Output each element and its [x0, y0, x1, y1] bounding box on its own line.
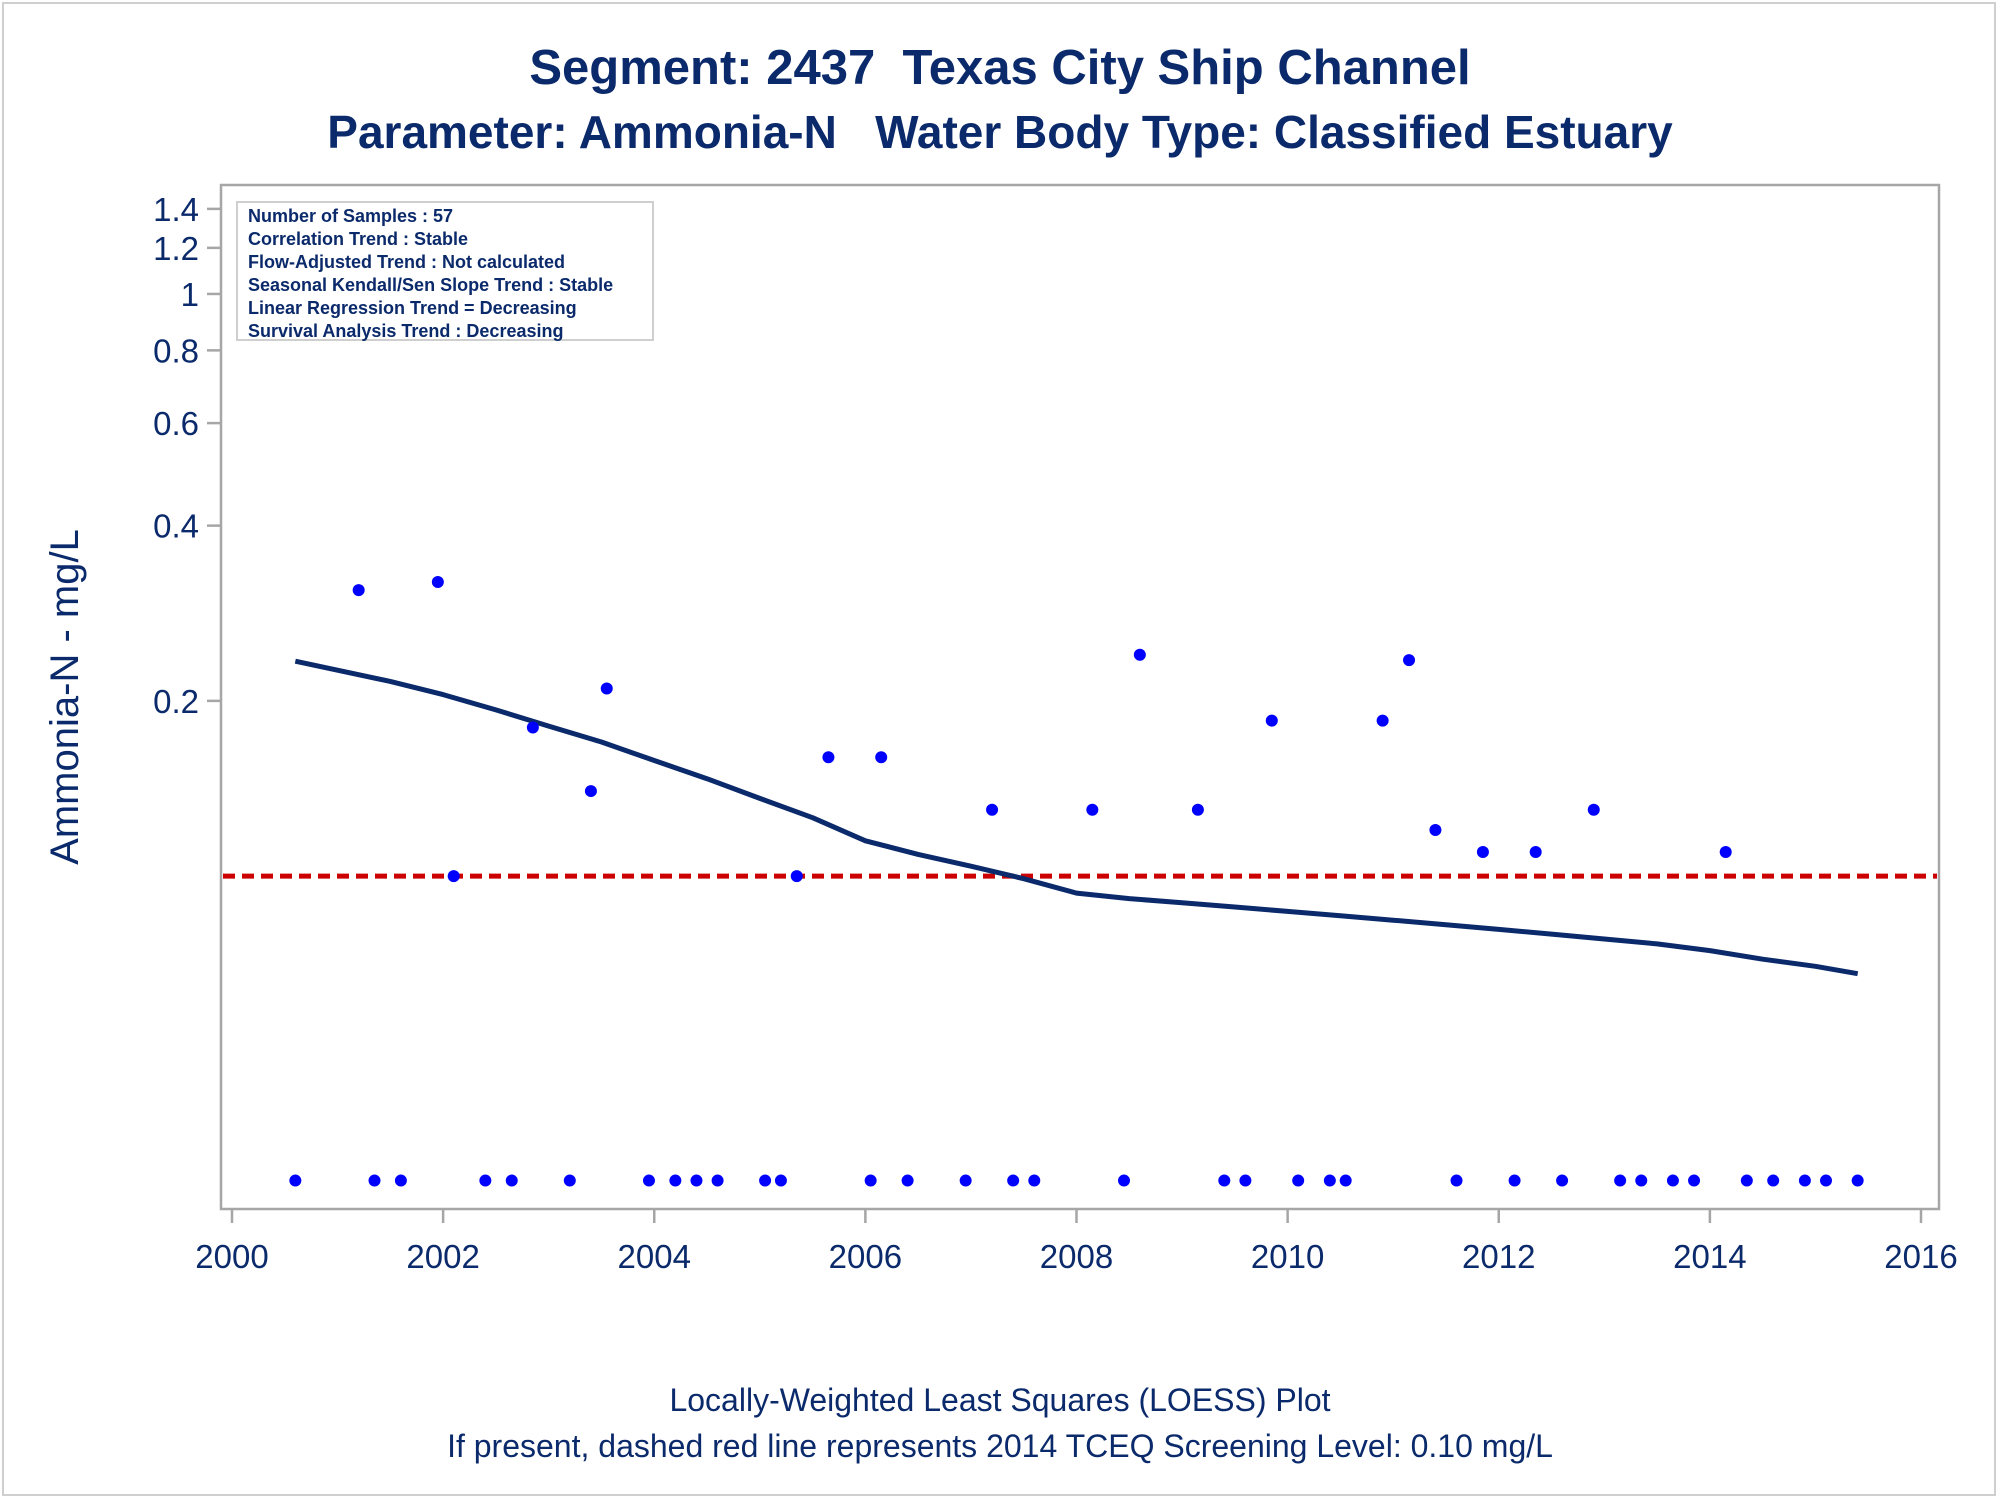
data-point	[1239, 1174, 1252, 1187]
data-point	[1292, 1174, 1305, 1187]
trend-summary-line: Seasonal Kendall/Sen Slope Trend : Stabl…	[248, 275, 614, 295]
data-point	[1740, 1174, 1753, 1187]
data-point	[774, 1174, 787, 1187]
chart-subtitle: Parameter: Ammonia-N Water Body Type: Cl…	[327, 106, 1673, 158]
x-tick-label: 2016	[1884, 1238, 1957, 1275]
data-point	[1851, 1174, 1864, 1187]
trend-summary-line: Flow-Adjusted Trend : Not calculated	[248, 252, 566, 272]
footnote-loess: Locally-Weighted Least Squares (LOESS) P…	[669, 1382, 1331, 1418]
x-tick-label: 2002	[406, 1238, 479, 1275]
data-point	[447, 870, 460, 883]
sample-points	[289, 576, 1864, 1187]
data-point	[1767, 1174, 1780, 1187]
loess-trend-line	[294, 658, 1859, 977]
y-tick-label: 0.6	[153, 405, 199, 442]
data-point	[1191, 803, 1204, 816]
data-point	[901, 1174, 914, 1187]
data-point	[1007, 1174, 1020, 1187]
x-tick-label: 2000	[195, 1238, 268, 1275]
data-point	[1265, 714, 1278, 727]
footnote-screening: If present, dashed red line represents 2…	[447, 1428, 1553, 1464]
x-axis: 2000 2002 2004 2006 2008 2010 2012 2014 2016	[195, 1209, 1958, 1275]
data-point	[864, 1174, 877, 1187]
x-tick-label: 2008	[1040, 1238, 1113, 1275]
data-point	[1133, 648, 1146, 661]
trend-summary-line: Correlation Trend : Stable	[248, 229, 469, 249]
data-point	[1339, 1174, 1352, 1187]
x-tick-label: 2012	[1462, 1238, 1535, 1275]
data-point	[505, 1174, 518, 1187]
trend-summary-line: Survival Analysis Trend : Decreasing	[248, 321, 564, 341]
data-point	[1028, 1174, 1041, 1187]
data-point	[1688, 1174, 1701, 1187]
y-tick-label: 1.4	[153, 191, 199, 228]
data-point	[1614, 1174, 1627, 1187]
plot-frame	[219, 183, 1941, 1211]
y-tick-label: 0.2	[153, 683, 199, 720]
data-point	[642, 1174, 655, 1187]
data-point	[1323, 1174, 1336, 1187]
data-point	[526, 721, 539, 734]
data-point	[711, 1174, 724, 1187]
data-point	[759, 1174, 772, 1187]
data-point	[1798, 1174, 1811, 1187]
data-point	[479, 1174, 492, 1187]
chart-title: Segment: 2437 Texas City Ship Channel	[529, 41, 1471, 95]
trend-summary-line: Number of Samples : 57	[248, 206, 454, 226]
data-point	[822, 751, 835, 764]
data-point	[600, 682, 613, 695]
trend-summary-line: Linear Regression Trend = Decreasing	[248, 298, 577, 318]
data-point	[563, 1174, 576, 1187]
x-tick-label: 2010	[1251, 1238, 1324, 1275]
data-point	[1587, 803, 1600, 816]
data-point	[289, 1174, 302, 1187]
data-point	[959, 1174, 972, 1187]
x-tick-label: 2004	[618, 1238, 691, 1275]
data-point	[1719, 846, 1732, 859]
data-point	[790, 870, 803, 883]
data-point	[1476, 846, 1489, 859]
y-tick-label: 0.8	[153, 332, 199, 369]
data-point	[875, 751, 888, 764]
data-point	[986, 803, 999, 816]
data-point	[584, 785, 597, 798]
data-point	[1666, 1174, 1679, 1187]
data-point	[1556, 1174, 1569, 1187]
data-point	[1403, 654, 1416, 667]
data-point	[1450, 1174, 1463, 1187]
x-tick-label: 2006	[829, 1238, 902, 1275]
data-point	[669, 1174, 682, 1187]
y-tick-label: 1.2	[153, 230, 199, 267]
data-point	[368, 1174, 381, 1187]
data-point	[1635, 1174, 1648, 1187]
y-tick-label: 1	[181, 276, 199, 313]
data-point	[1429, 824, 1442, 837]
y-tick-label: 0.4	[153, 508, 199, 545]
data-point	[1376, 714, 1389, 727]
data-point	[352, 584, 365, 597]
data-point	[1218, 1174, 1231, 1187]
y-axis: 0.2 0.4 0.6 0.8 1 1.21.4	[153, 191, 221, 720]
data-point	[1819, 1174, 1832, 1187]
data-point	[690, 1174, 703, 1187]
x-tick-label: 2014	[1673, 1238, 1746, 1275]
data-point	[1086, 803, 1099, 816]
data-point	[1118, 1174, 1131, 1187]
data-point	[1508, 1174, 1521, 1187]
data-point	[1529, 846, 1542, 859]
trend-summary-box: Number of Samples : 57 Correlation Trend …	[236, 201, 654, 341]
data-point	[394, 1174, 407, 1187]
y-axis-title: Ammonia-N - mg/L	[43, 529, 87, 865]
data-point	[431, 576, 444, 589]
